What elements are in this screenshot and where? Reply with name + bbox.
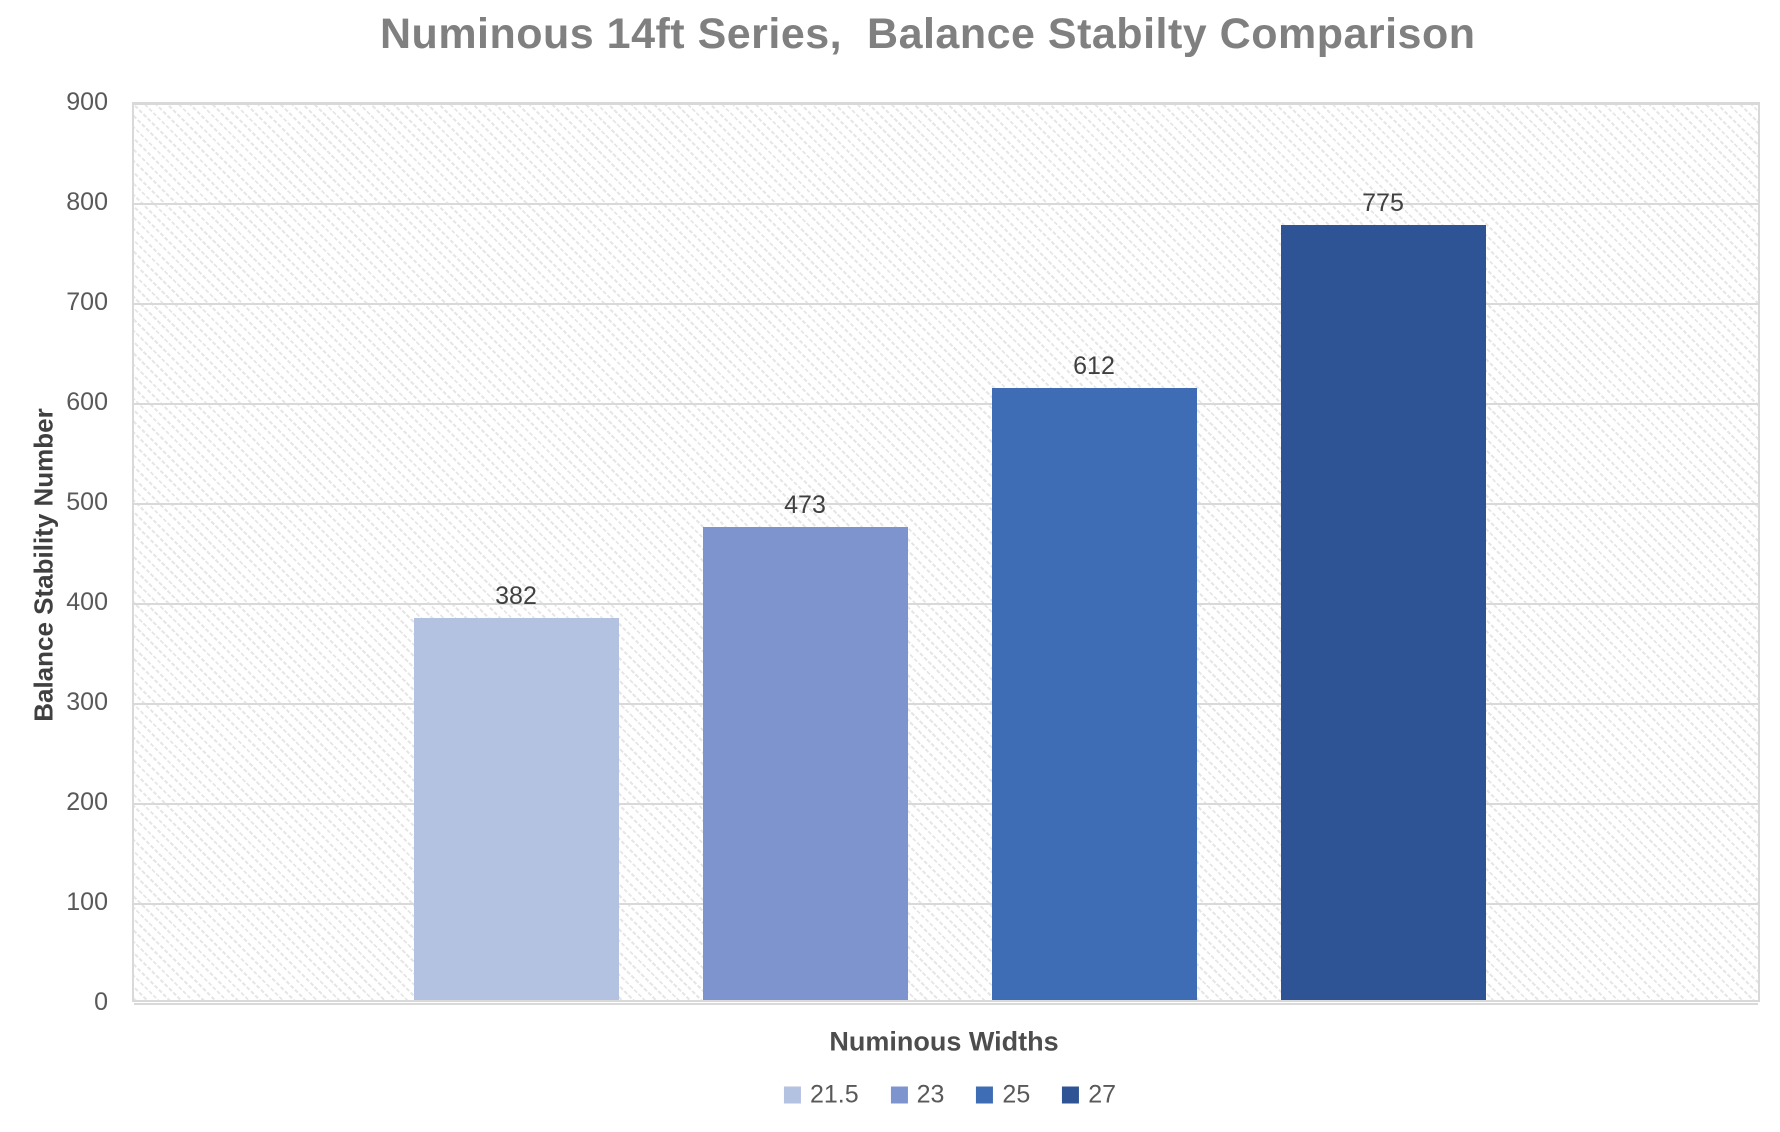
y-tick-label-800: 800	[66, 188, 108, 216]
legend-label-25: 25	[1002, 1080, 1031, 1109]
legend-swatch-25	[976, 1086, 994, 1104]
y-tick-label-700: 700	[66, 288, 108, 316]
bar-data-label-23: 473	[784, 491, 826, 519]
gridline-300	[134, 703, 1758, 705]
y-tick-label-0: 0	[94, 988, 108, 1016]
x-axis-title: Numinous Widths	[829, 1026, 1059, 1057]
bar-series-23	[702, 527, 908, 1000]
y-axis-title: Balance Stability Number	[28, 408, 59, 722]
bar-data-label-25: 612	[1073, 352, 1115, 380]
bar-data-label-27: 775	[1362, 189, 1404, 217]
gridline-900	[134, 103, 1758, 105]
legend-label-27: 27	[1088, 1080, 1117, 1109]
y-tick-label-300: 300	[66, 688, 108, 716]
gridline-400	[134, 603, 1758, 605]
bar-series-27	[1280, 225, 1486, 1000]
y-tick-label-400: 400	[66, 588, 108, 616]
legend-item-25: 25	[976, 1080, 1031, 1109]
gridline-500	[134, 503, 1758, 505]
bar-data-label-21.5: 382	[495, 582, 537, 610]
y-tick-label-900: 900	[66, 88, 108, 116]
plot-area: 382 473 612 775	[132, 102, 1760, 1005]
legend: 21.5 23 25 27	[783, 1080, 1117, 1109]
legend-item-27: 27	[1062, 1080, 1117, 1109]
y-tick-label-500: 500	[66, 488, 108, 516]
y-tick-label-200: 200	[66, 788, 108, 816]
gridline-0	[134, 1003, 1758, 1005]
legend-label-23: 23	[916, 1080, 945, 1109]
bar-series-21.5	[413, 618, 619, 1000]
chart-title: Numinous 14ft Series, Balance Stabilty C…	[380, 10, 1476, 58]
legend-item-21.5: 21.5	[783, 1080, 859, 1109]
legend-swatch-21.5	[783, 1086, 801, 1104]
legend-swatch-23	[890, 1086, 908, 1104]
gridline-200	[134, 803, 1758, 805]
bar-series-25	[991, 388, 1197, 1000]
gridline-800	[134, 203, 1758, 205]
legend-item-23: 23	[890, 1080, 945, 1109]
y-tick-label-600: 600	[66, 388, 108, 416]
gridline-700	[134, 303, 1758, 305]
gridline-600	[134, 403, 1758, 405]
gridline-100	[134, 903, 1758, 905]
legend-swatch-27	[1062, 1086, 1080, 1104]
legend-label-21.5: 21.5	[809, 1080, 859, 1109]
y-tick-label-100: 100	[66, 888, 108, 916]
